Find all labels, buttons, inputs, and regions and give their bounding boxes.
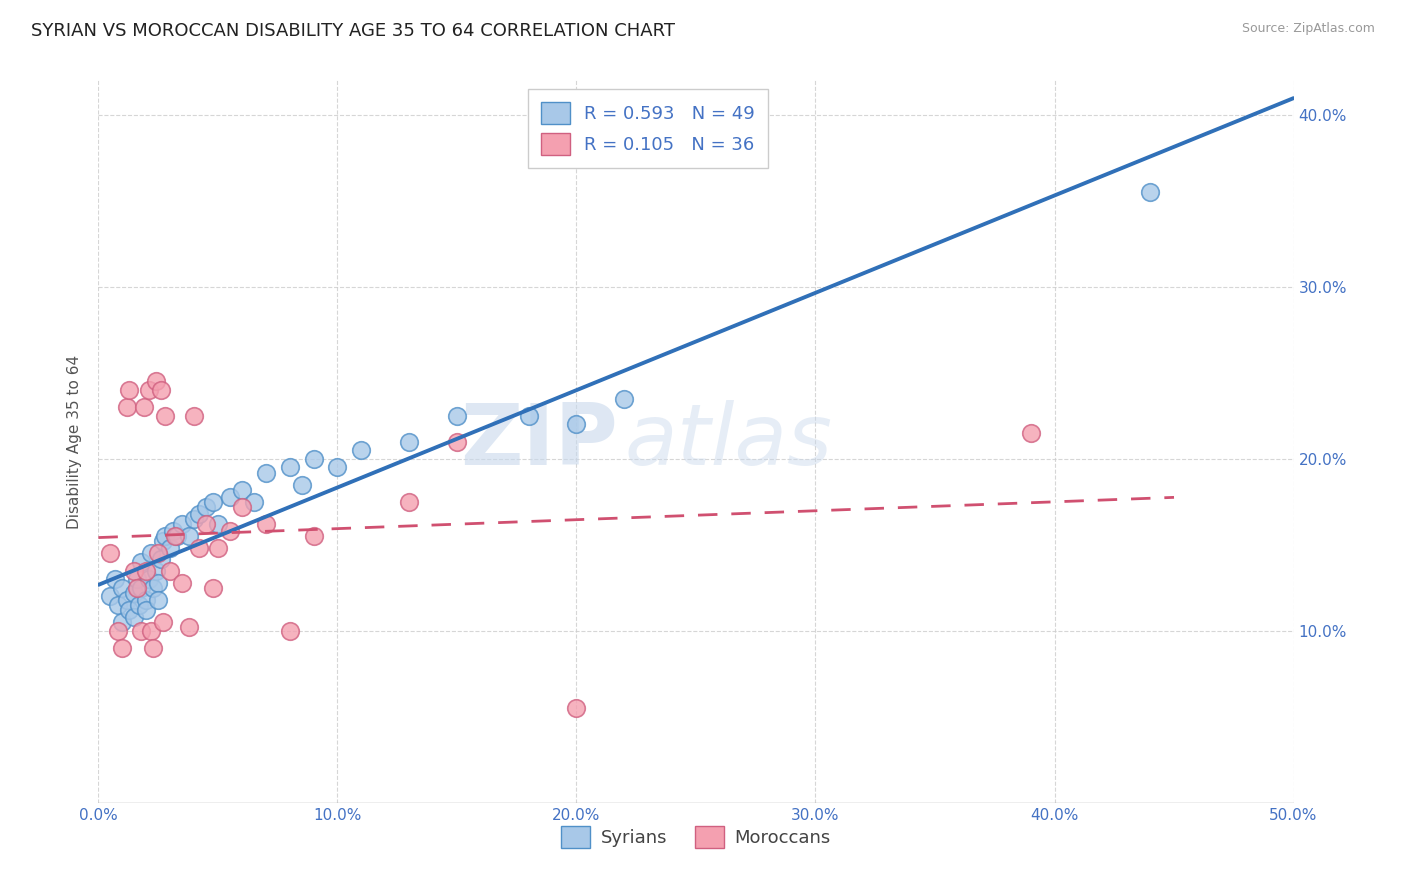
Text: atlas: atlas — [624, 400, 832, 483]
Text: Source: ZipAtlas.com: Source: ZipAtlas.com — [1241, 22, 1375, 36]
Point — [124, 610, 146, 624]
Point — [131, 555, 153, 569]
Point — [155, 409, 177, 423]
Point — [231, 483, 253, 497]
Point — [142, 581, 165, 595]
Point — [231, 500, 253, 514]
Point — [138, 383, 160, 397]
Point — [166, 529, 188, 543]
Point — [398, 434, 420, 449]
Point — [145, 375, 167, 389]
Point — [183, 409, 205, 423]
Point — [565, 417, 588, 432]
Point — [183, 512, 205, 526]
Point — [202, 494, 225, 508]
Point — [131, 581, 153, 595]
Point — [172, 575, 194, 590]
Point — [517, 409, 540, 423]
Point — [278, 460, 301, 475]
Point — [326, 460, 349, 475]
Point — [207, 541, 229, 556]
Legend: Syrians, Moroccans: Syrians, Moroccans — [554, 819, 838, 855]
Point — [111, 581, 134, 595]
Text: ZIP: ZIP — [461, 400, 619, 483]
Point — [446, 409, 468, 423]
Point — [124, 586, 146, 600]
Point — [302, 451, 325, 466]
Point — [142, 640, 165, 655]
Point — [159, 541, 181, 556]
Point — [98, 590, 122, 604]
Point — [115, 592, 138, 607]
Point — [145, 564, 167, 578]
Point — [152, 534, 174, 549]
Point — [139, 546, 162, 560]
Point — [350, 443, 373, 458]
Point — [148, 546, 170, 560]
Point — [162, 524, 184, 538]
Point — [149, 383, 172, 397]
Point — [155, 529, 177, 543]
Point — [135, 564, 157, 578]
Point — [163, 529, 186, 543]
Point — [254, 466, 277, 480]
Point — [291, 477, 314, 491]
Point — [118, 603, 141, 617]
Point — [172, 517, 194, 532]
Point — [613, 392, 636, 406]
Point — [104, 572, 127, 586]
Point — [195, 500, 218, 514]
Point — [125, 572, 148, 586]
Point — [159, 564, 181, 578]
Point — [152, 615, 174, 630]
Point — [179, 620, 201, 634]
Point — [98, 546, 122, 560]
Point — [1139, 185, 1161, 199]
Point — [219, 524, 242, 538]
Point — [135, 592, 157, 607]
Point — [138, 572, 160, 586]
Point — [207, 517, 229, 532]
Point — [131, 624, 153, 638]
Point — [187, 541, 209, 556]
Point — [278, 624, 301, 638]
Point — [148, 575, 170, 590]
Point — [111, 640, 134, 655]
Point — [115, 400, 138, 414]
Point — [118, 383, 141, 397]
Point — [149, 551, 172, 566]
Point — [398, 494, 420, 508]
Point — [125, 581, 148, 595]
Point — [187, 507, 209, 521]
Point — [132, 400, 155, 414]
Point — [1019, 425, 1042, 440]
Point — [202, 581, 225, 595]
Point — [135, 603, 157, 617]
Point — [179, 529, 201, 543]
Point — [128, 598, 150, 612]
Y-axis label: Disability Age 35 to 64: Disability Age 35 to 64 — [67, 354, 83, 529]
Point — [219, 490, 242, 504]
Point — [254, 517, 277, 532]
Point — [107, 598, 129, 612]
Point — [302, 529, 325, 543]
Point — [139, 624, 162, 638]
Point — [124, 564, 146, 578]
Point — [148, 592, 170, 607]
Point — [107, 624, 129, 638]
Point — [565, 701, 588, 715]
Point — [195, 517, 218, 532]
Point — [243, 494, 266, 508]
Point — [111, 615, 134, 630]
Point — [446, 434, 468, 449]
Text: SYRIAN VS MOROCCAN DISABILITY AGE 35 TO 64 CORRELATION CHART: SYRIAN VS MOROCCAN DISABILITY AGE 35 TO … — [31, 22, 675, 40]
